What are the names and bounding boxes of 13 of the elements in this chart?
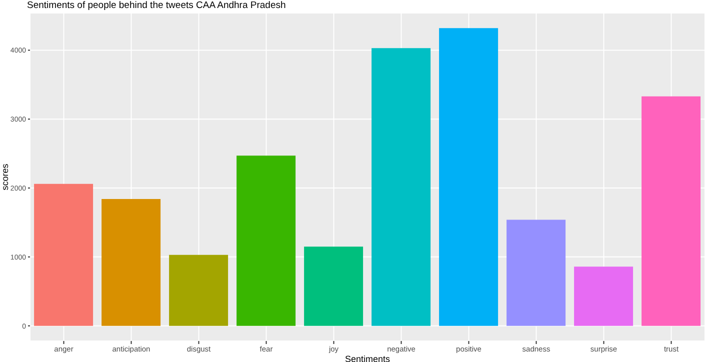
bar xyxy=(506,220,566,326)
bar xyxy=(439,28,498,326)
bar xyxy=(372,48,431,326)
chart-title: Sentiments of people behind the tweets CAA Andhra Pradesh xyxy=(27,0,286,11)
bar xyxy=(102,199,161,326)
bar xyxy=(642,96,701,326)
bar xyxy=(34,184,94,326)
bar xyxy=(304,246,364,326)
bar xyxy=(236,156,296,326)
bar xyxy=(169,254,228,326)
x-axis-title: Sentiments xyxy=(344,354,391,362)
y-axis-title: scores xyxy=(0,163,10,190)
bar xyxy=(574,266,634,326)
